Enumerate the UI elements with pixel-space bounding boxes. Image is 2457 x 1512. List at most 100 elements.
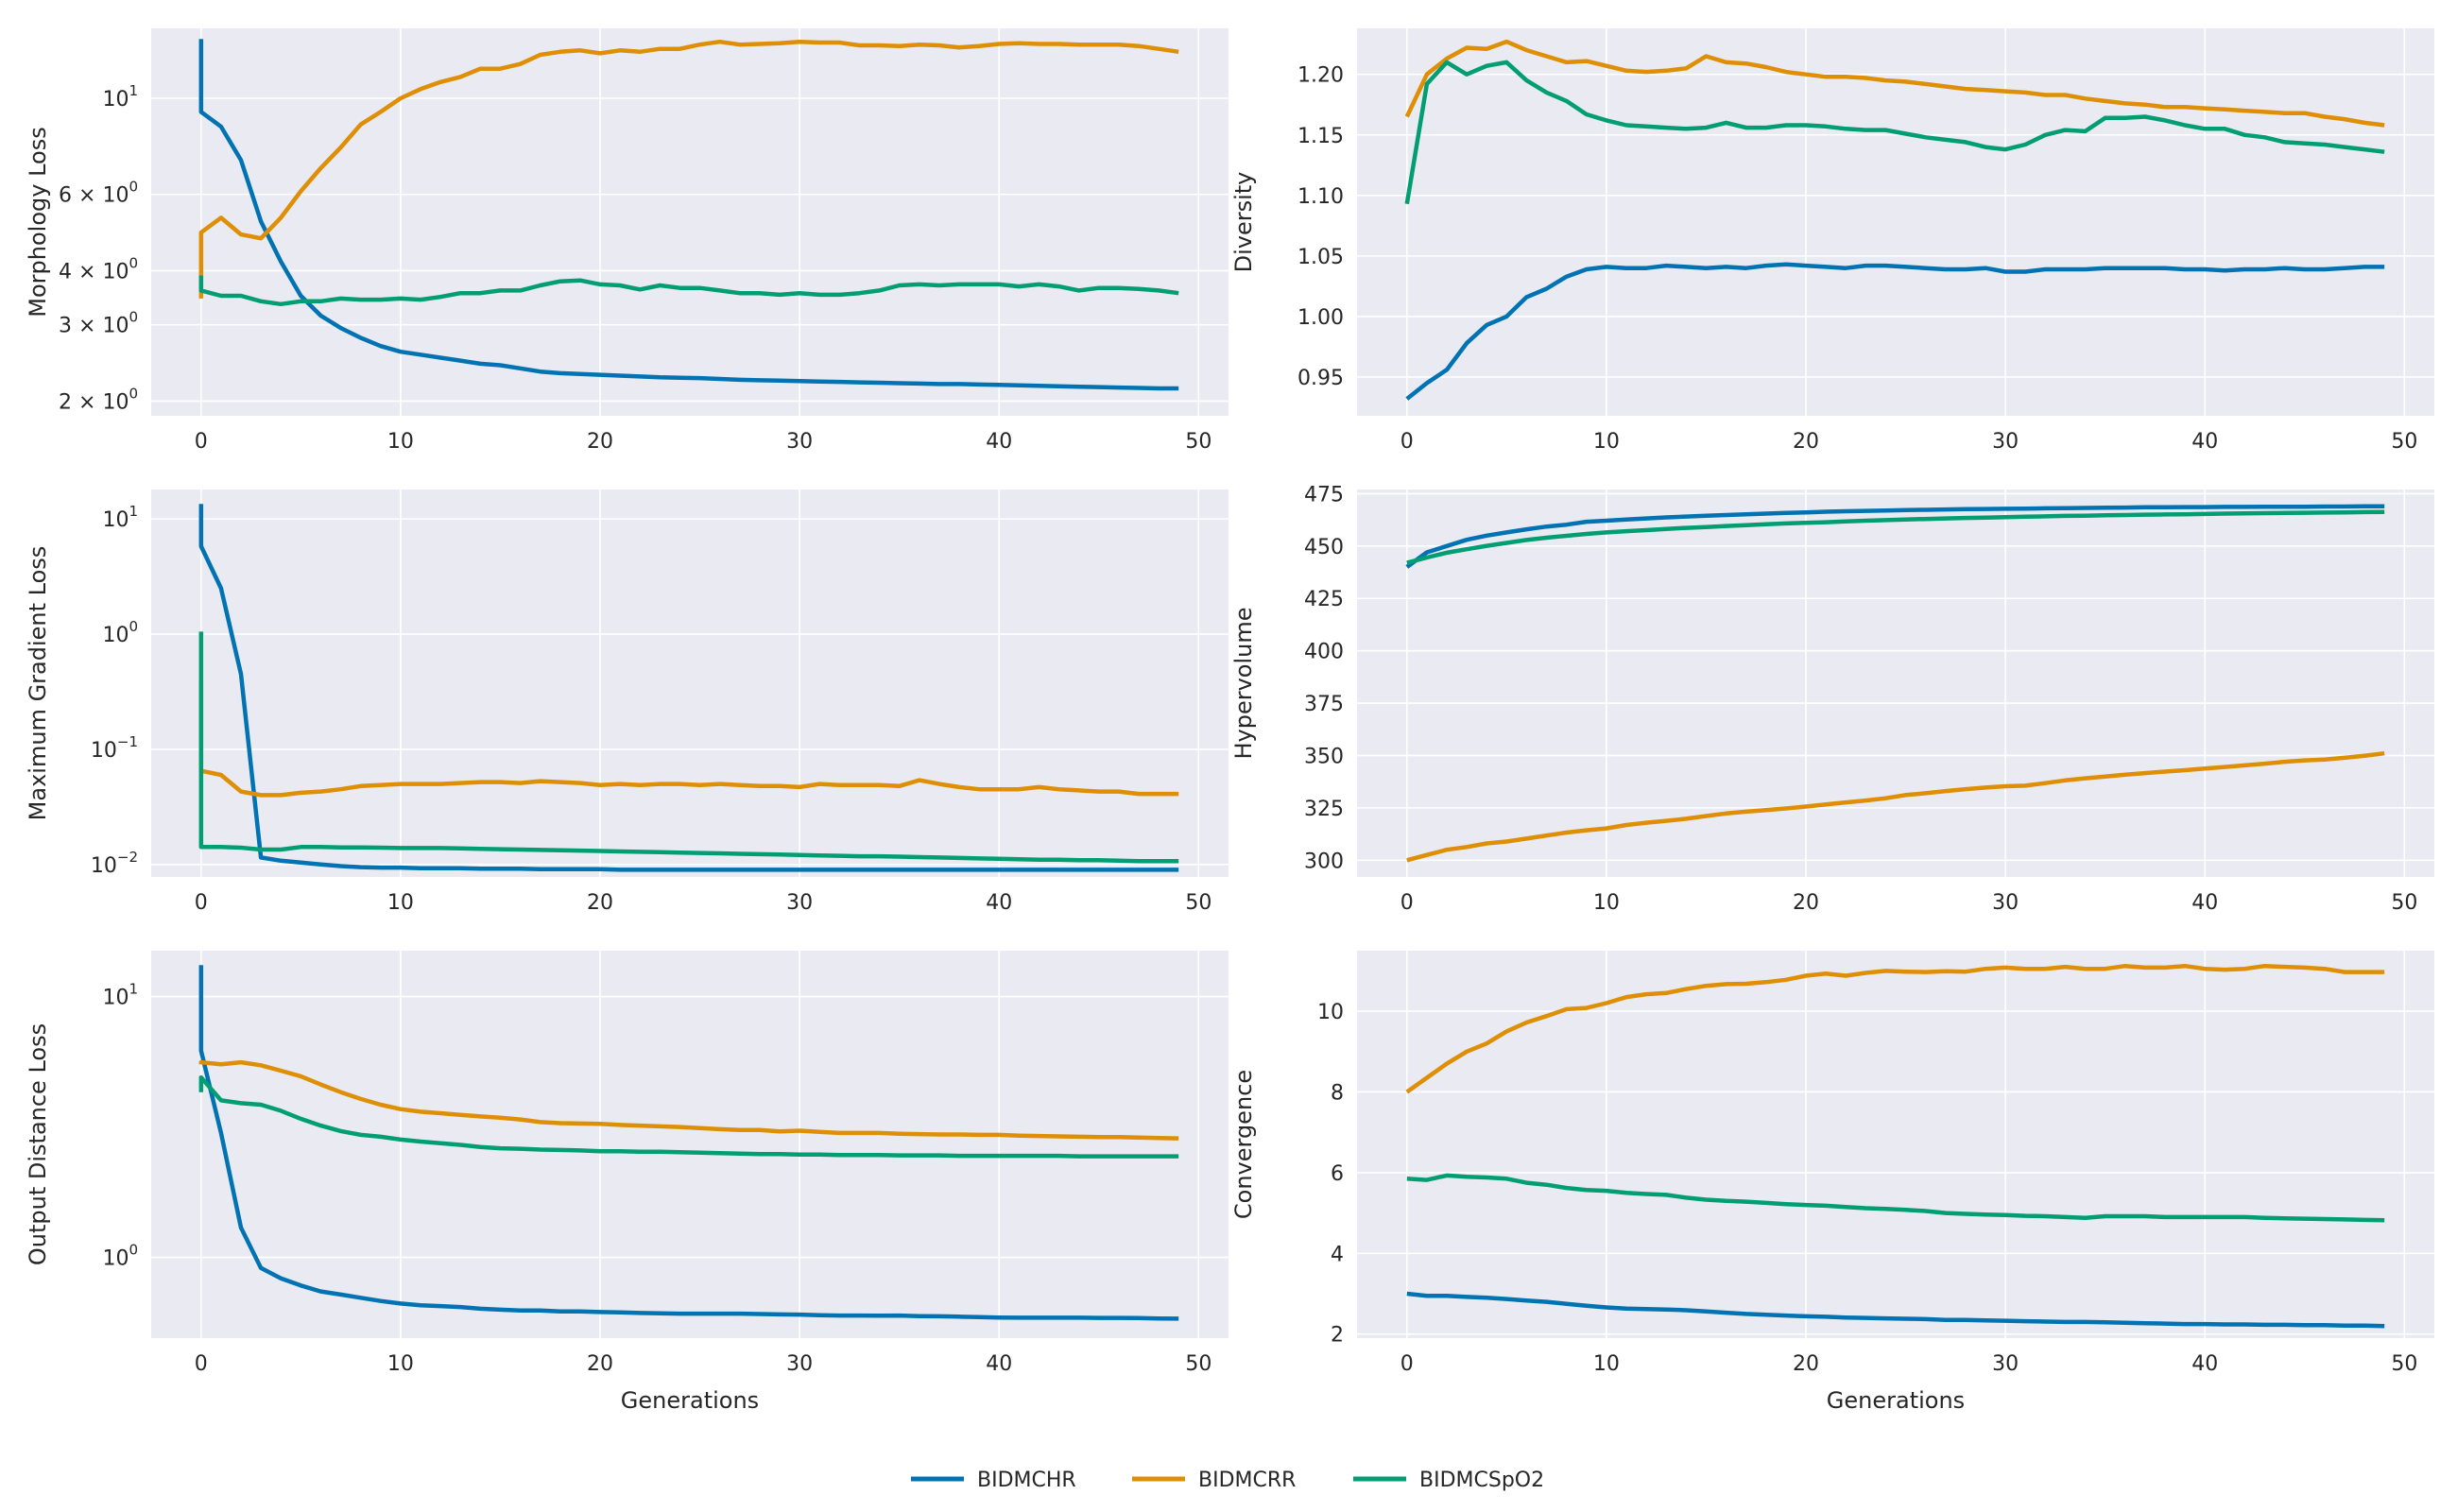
- x-tick-label: 20: [587, 1352, 613, 1376]
- panel-convergence: 0 10 20 30 40 50 2 4 6 8 10 Convergence Generations: [1230, 951, 2434, 1414]
- x-tick-label: 10: [1593, 430, 1620, 454]
- x-tick-label: 0: [195, 891, 208, 915]
- y-tick-label: 0.95: [1297, 367, 1344, 390]
- series-line-bidmcspo2: [1406, 509, 2385, 565]
- x-tick-label: 20: [587, 891, 613, 915]
- legend-item-bidmcrr: BIDMCRR: [1132, 1469, 1296, 1492]
- series-line-bidmcspo2: [1406, 1173, 2385, 1223]
- x-axis-label: Generations: [1827, 1387, 1965, 1414]
- y-tick-label: 325: [1304, 798, 1344, 821]
- x-tick-label: 40: [2191, 430, 2218, 454]
- y-tick-label: 400: [1304, 641, 1344, 664]
- x-tick-label: 50: [1185, 430, 1211, 454]
- y-tick-label: 2 × 100: [59, 385, 138, 414]
- y-axis-label: Maximum Gradient Loss: [25, 546, 51, 821]
- panel-max-gradient: 0 10 20 30 40 50 10−2 10−1 100 101 Maximum Gradien…: [25, 490, 1228, 915]
- series-line-bidmchr: [198, 39, 1179, 391]
- y-tick-label: 1.20: [1297, 64, 1344, 88]
- x-tick-label: 0: [1400, 430, 1414, 454]
- x-tick-label: 30: [1992, 1352, 2019, 1376]
- legend: BIDMCHR BIDMCRR BIDMCSpO2: [911, 1469, 1544, 1492]
- x-tick-label: 40: [986, 1352, 1012, 1376]
- y-tick-label: 1.05: [1297, 246, 1344, 269]
- series-line-bidmcrr: [1406, 750, 2385, 863]
- series-line-bidmcspo2: [1404, 60, 2385, 205]
- x-tick-label: 20: [587, 430, 613, 454]
- y-tick-label: 475: [1304, 483, 1344, 507]
- x-tick-label: 50: [2391, 1352, 2417, 1376]
- x-tick-label: 20: [1793, 430, 1819, 454]
- x-tick-label: 10: [387, 1352, 414, 1376]
- legend-label: BIDMCSpO2: [1419, 1469, 1544, 1492]
- x-tick-label: 0: [1400, 891, 1414, 915]
- legend-item-bidmchr: BIDMCHR: [911, 1469, 1076, 1492]
- x-tick-label: 20: [1793, 1352, 1819, 1376]
- x-tick-label: 10: [1593, 891, 1620, 915]
- series-line-bidmchr: [1405, 504, 2385, 569]
- series-line-bidmcspo2: [198, 275, 1179, 307]
- y-tick-label: 8: [1331, 1081, 1344, 1105]
- x-tick-label: 10: [1593, 1352, 1620, 1376]
- x-tick-label: 40: [986, 891, 1012, 915]
- x-tick-label: 30: [786, 891, 813, 915]
- plot-area: [1357, 28, 2434, 416]
- legend-label: BIDMCHR: [977, 1469, 1076, 1492]
- y-tick-label: 3 × 100: [59, 309, 138, 338]
- y-tick-label: 10−1: [91, 733, 138, 763]
- x-tick-label: 30: [1992, 891, 2019, 915]
- plot-area: [1357, 951, 2434, 1338]
- y-tick-label: 1.15: [1297, 125, 1344, 148]
- series-line-bidmchr: [1405, 262, 2385, 401]
- legend-label: BIDMCRR: [1198, 1469, 1296, 1492]
- series-line-bidmcspo2: [198, 1074, 1179, 1159]
- y-tick-label: 4 × 100: [59, 254, 138, 284]
- y-tick-label: 1.00: [1297, 306, 1344, 330]
- plot-area: [151, 951, 1228, 1338]
- x-tick-label: 50: [2391, 891, 2417, 915]
- series-line-bidmcrr: [198, 1059, 1179, 1141]
- x-tick-label: 50: [1185, 891, 1211, 915]
- x-tick-label: 30: [1992, 430, 2019, 454]
- y-tick-label: 6: [1331, 1162, 1344, 1186]
- series-line-bidmcspo2: [198, 631, 1179, 864]
- y-tick-label: 10: [1317, 1001, 1344, 1024]
- y-axis-label: Hypervolume: [1230, 607, 1257, 759]
- series-line-bidmchr: [198, 504, 1179, 872]
- x-tick-label: 40: [986, 430, 1012, 454]
- x-tick-label: 30: [786, 1352, 813, 1376]
- series-line-bidmcrr: [198, 39, 1179, 299]
- series-line-bidmchr: [1406, 1291, 2385, 1329]
- y-axis-label: Morphology Loss: [25, 127, 51, 317]
- panel-hypervolume: 0 10 20 30 40 50 300 325 350 375 400 425 450 475 Hyper…: [1230, 483, 2434, 915]
- series-line-bidmcrr: [198, 679, 1179, 798]
- y-tick-label: 100: [102, 618, 138, 647]
- y-tick-label: 300: [1304, 850, 1344, 873]
- x-tick-label: 10: [387, 430, 414, 454]
- y-tick-label: 10−2: [91, 849, 138, 878]
- x-tick-label: 50: [2391, 430, 2417, 454]
- plot-area: [151, 28, 1228, 416]
- legend-item-bidmcspo2: BIDMCSpO2: [1353, 1469, 1544, 1492]
- series-line-bidmchr: [198, 965, 1179, 1321]
- x-tick-label: 30: [786, 430, 813, 454]
- panel-morphology: 0 10 20 30 40 50 2 × 100 3 × 100 4 × 100 6 × 100 1…: [25, 28, 1228, 454]
- y-tick-label: 100: [102, 1242, 138, 1271]
- x-tick-label: 0: [195, 430, 208, 454]
- y-tick-label: 6 × 100: [59, 179, 138, 208]
- x-tick-label: 10: [387, 891, 414, 915]
- panel-output-distance: 0 10 20 30 40 50 100 101 Output Distance Loss Gen…: [25, 951, 1228, 1414]
- x-tick-label: 40: [2191, 891, 2218, 915]
- y-tick-label: 450: [1304, 536, 1344, 559]
- y-tick-label: 350: [1304, 745, 1344, 768]
- y-axis-label: Convergence: [1230, 1070, 1257, 1219]
- x-axis-label: Generations: [621, 1387, 759, 1414]
- y-tick-label: 1.10: [1297, 185, 1344, 209]
- panel-diversity: 0 10 20 30 40 50 0.95 1.00 1.05 1.10 1.15 1.20 Diver…: [1230, 28, 2434, 454]
- y-tick-label: 2: [1331, 1324, 1344, 1348]
- y-axis-label: Diversity: [1230, 172, 1257, 273]
- plot-area: [151, 490, 1228, 877]
- series-line-bidmcrr: [1405, 963, 2385, 1094]
- x-tick-label: 0: [195, 1352, 208, 1376]
